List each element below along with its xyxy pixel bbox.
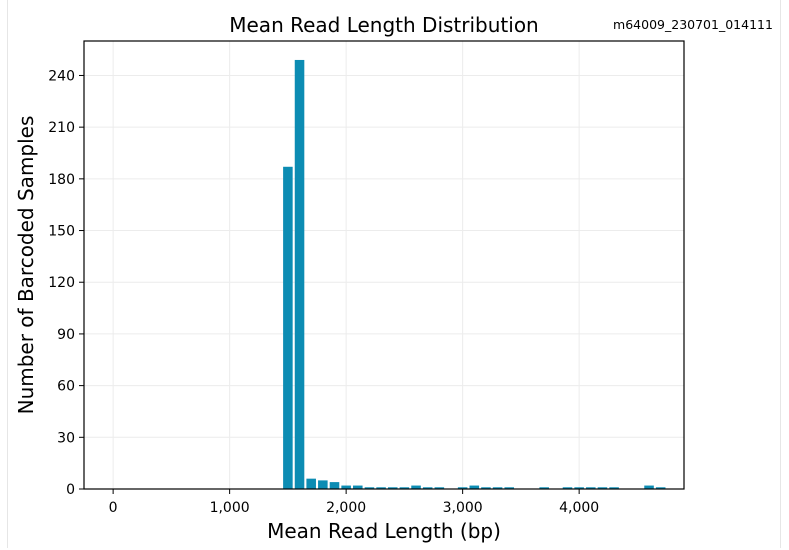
x-tick-label: 0 xyxy=(109,500,118,516)
y-tick-label: 30 xyxy=(57,430,75,446)
y-tick-label: 180 xyxy=(48,172,75,188)
run-id-label: m64009_230701_014111 xyxy=(613,17,773,32)
y-axis-label: Number of Barcoded Samples xyxy=(14,116,38,415)
histogram-bar xyxy=(481,487,491,489)
x-axis-label: Mean Read Length (bp) xyxy=(267,519,501,543)
axis-ticks: 0 30 60 90 120 150 180 210 240 0 1,000 2,000 3,000 4,… xyxy=(48,68,599,516)
histogram-bar xyxy=(434,487,445,489)
figure-frame xyxy=(7,0,781,548)
histogram-bar xyxy=(609,487,619,489)
x-tick-label: 3,000 xyxy=(443,500,483,516)
histogram-bar xyxy=(655,487,666,489)
x-tick-label: 1,000 xyxy=(210,500,250,516)
histogram-bar xyxy=(364,487,375,489)
histogram-bar xyxy=(457,487,468,489)
histogram-bar xyxy=(387,487,398,489)
histogram-bar xyxy=(318,480,328,489)
histogram-bar xyxy=(306,478,316,489)
histogram-bar xyxy=(422,487,433,489)
y-tick-label: 90 xyxy=(57,327,75,343)
histogram-bar xyxy=(597,487,608,489)
histogram-bar xyxy=(341,485,351,489)
histogram-bar xyxy=(294,59,305,489)
x-tick-label: 2,000 xyxy=(326,500,366,516)
histogram-bar xyxy=(411,485,421,489)
histogram-bar xyxy=(469,485,480,489)
histogram-bar xyxy=(399,487,410,489)
histogram-bar xyxy=(644,485,654,489)
y-tick-label: 210 xyxy=(48,120,75,136)
chart-title: Mean Read Length Distribution xyxy=(229,13,538,37)
histogram-bar xyxy=(562,487,573,489)
plot-area-border xyxy=(83,40,685,490)
histogram-bar xyxy=(492,487,503,489)
histogram-bar xyxy=(329,482,340,489)
y-tick-label: 240 xyxy=(48,68,75,84)
x-tick-label: 4,000 xyxy=(559,500,599,516)
histogram-bar xyxy=(283,166,293,490)
histogram-bar xyxy=(376,487,386,489)
histogram-bar xyxy=(574,487,584,489)
bars xyxy=(283,59,666,490)
y-tick-label: 0 xyxy=(66,482,75,498)
grid-lines xyxy=(84,41,684,490)
histogram-bar xyxy=(586,487,596,489)
y-tick-label: 120 xyxy=(48,275,75,291)
histogram-bar xyxy=(353,485,363,489)
y-tick-label: 60 xyxy=(57,379,75,395)
histogram-bar xyxy=(504,487,515,489)
y-tick-label: 150 xyxy=(48,224,75,240)
histogram-bar xyxy=(539,487,549,489)
